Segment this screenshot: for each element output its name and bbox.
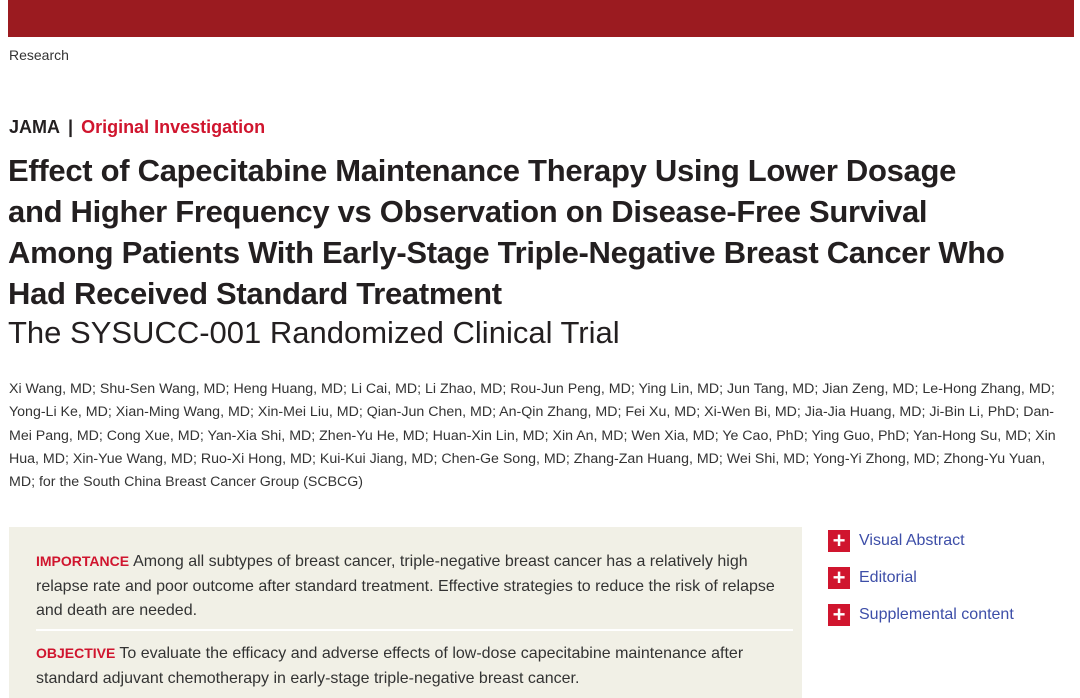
objective-text: To evaluate the efficacy and adverse eff… <box>36 645 744 687</box>
plus-icon: + <box>828 603 850 626</box>
link-supplemental-content[interactable]: + Supplemental content <box>828 596 1014 633</box>
article-type: Original Investigation <box>81 117 266 137</box>
section-label: Research <box>9 47 69 63</box>
article-title: Effect of Capecitabine Maintenance Thera… <box>8 153 1005 311</box>
kicker-separator: | <box>68 117 74 137</box>
objective-paragraph: OBJECTIVE To evaluate the efficacy and ad… <box>36 641 776 691</box>
abstract-divider <box>36 629 793 631</box>
link-label[interactable]: Editorial <box>859 568 917 586</box>
importance-paragraph: IMPORTANCE Among all subtypes of breast c… <box>36 549 776 624</box>
link-label[interactable]: Supplemental content <box>859 605 1014 623</box>
abstract-box: IMPORTANCE Among all subtypes of breast c… <box>9 527 802 698</box>
article-subtitle: The SYSUCC-001 Randomized Clinical Trial <box>8 315 620 350</box>
plus-icon: + <box>828 566 850 589</box>
related-links: + Visual Abstract + Editorial + Suppleme… <box>828 522 1014 633</box>
author-list: Xi Wang, MD; Shu-Sen Wang, MD; Heng Huan… <box>9 381 1056 491</box>
importance-text: Among all subtypes of breast cancer, tri… <box>36 553 775 619</box>
top-banner <box>8 0 1074 37</box>
plus-icon: + <box>828 529 850 552</box>
link-editorial[interactable]: + Editorial <box>828 559 1014 596</box>
objective-label: OBJECTIVE <box>36 645 116 661</box>
importance-label: IMPORTANCE <box>36 553 130 569</box>
link-visual-abstract[interactable]: + Visual Abstract <box>828 522 1014 559</box>
journal-name: JAMA <box>9 117 61 137</box>
link-label[interactable]: Visual Abstract <box>859 531 965 549</box>
article-kicker: JAMA | Original Investigation <box>9 117 265 138</box>
